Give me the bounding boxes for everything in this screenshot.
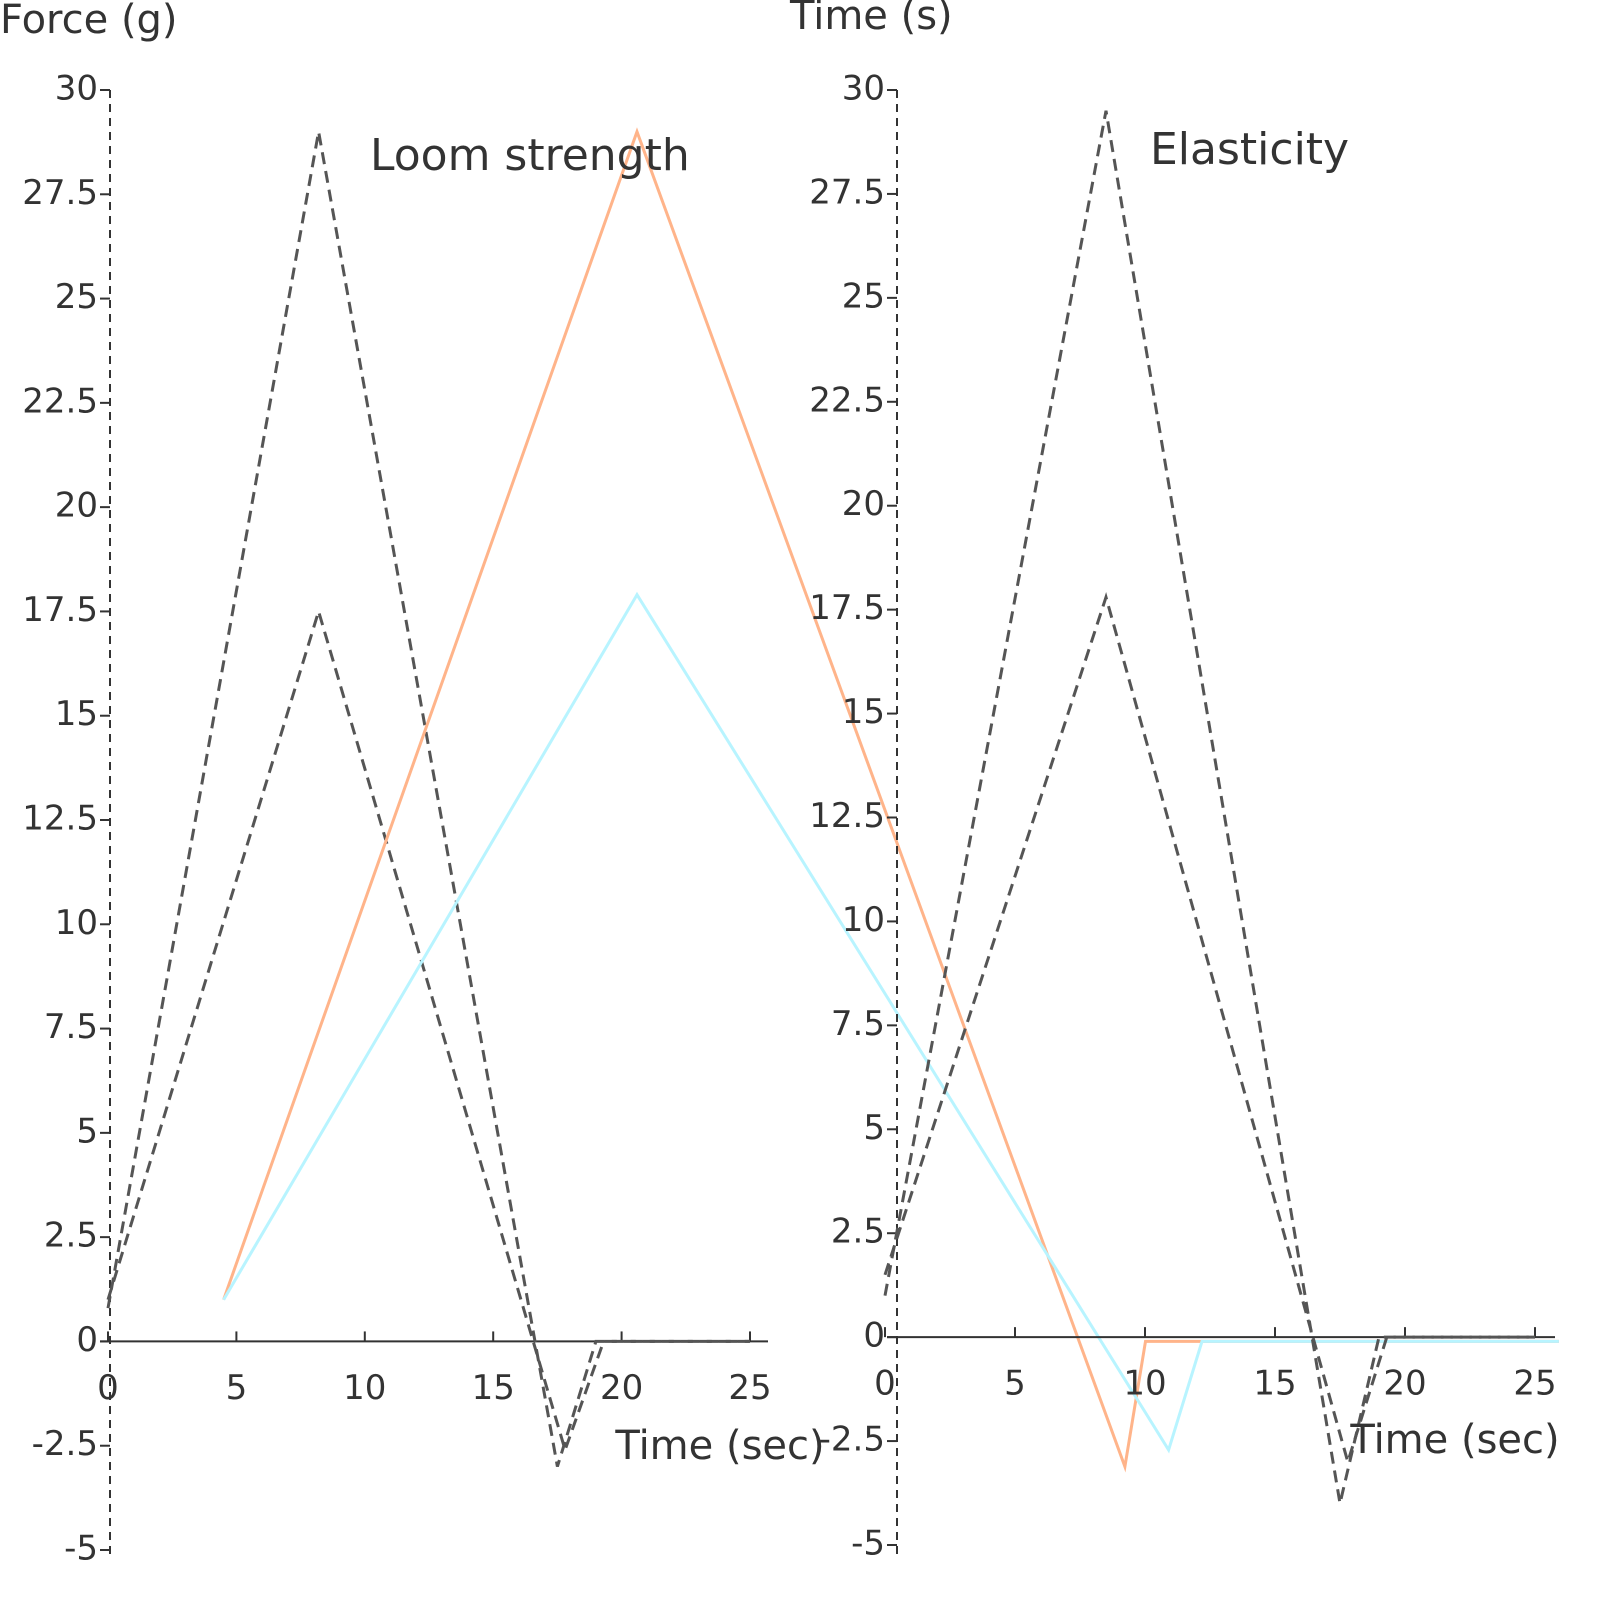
y-tick-label: 5 [863, 1108, 885, 1148]
y-tick-label: 0 [863, 1316, 885, 1356]
y-tick-label: 20 [55, 486, 98, 526]
y-tick-label: 12.5 [809, 796, 885, 836]
data-line [883, 592, 1535, 1468]
y-tick-label: 7.5 [831, 1004, 885, 1044]
x-tick-label: 20 [1383, 1364, 1426, 1404]
data-line [106, 606, 750, 1455]
y-tick-label: 10 [842, 900, 885, 940]
y-tick-label: 15 [55, 694, 98, 734]
x-tick-label: 5 [226, 1368, 248, 1408]
x-tick-label: 5 [1004, 1364, 1026, 1404]
data-line [106, 131, 750, 1468]
y-tick-label: 30 [842, 69, 885, 109]
x-tick-label: 25 [728, 1368, 771, 1408]
annotation: Loom strength [370, 130, 690, 181]
x-tick-label: 0 [97, 1368, 119, 1408]
x-tick-label: 10 [1123, 1364, 1166, 1404]
x-tick-label: 15 [1253, 1364, 1296, 1404]
y-tick-label: 27.5 [809, 172, 885, 212]
x-tick-label: 25 [1513, 1364, 1556, 1404]
x-tick-label: 10 [343, 1368, 386, 1408]
y-tick-label: 15 [842, 692, 885, 732]
y-tick-label: 17.5 [22, 590, 98, 630]
y-tick-label: 25 [55, 277, 98, 317]
x-tick-label: 15 [472, 1368, 515, 1408]
y-tick-label: 10 [55, 903, 98, 943]
y-tick-label: -2.5 [819, 1420, 885, 1460]
x-axis-title: Time (sec) [614, 1423, 824, 1469]
y-tick-label: -5 [851, 1524, 885, 1564]
y-axis-title: Force (g) [0, 0, 178, 43]
y-tick-label: 5 [76, 1111, 98, 1151]
annotation: Elasticity [1150, 124, 1349, 175]
y-tick-label: -5 [64, 1529, 98, 1569]
y-tick-label: -2.5 [32, 1424, 98, 1464]
x-tick-label: 0 [874, 1364, 896, 1404]
y-tick-label: 12.5 [22, 799, 98, 839]
y-tick-label: 7.5 [44, 1007, 98, 1047]
y-tick-label: 0 [76, 1320, 98, 1360]
y-axis-title: Time (s) [789, 0, 953, 39]
y-tick-label: 27.5 [22, 173, 98, 213]
x-tick-label: 20 [600, 1368, 643, 1408]
y-tick-label: 17.5 [809, 588, 885, 628]
y-tick-label: 25 [842, 276, 885, 316]
y-tick-label: 22.5 [22, 381, 98, 421]
y-tick-label: 22.5 [809, 380, 885, 420]
y-tick-label: 2.5 [44, 1216, 98, 1256]
y-tick-label: 2.5 [831, 1212, 885, 1252]
x-axis-title: Time (sec) [1349, 1417, 1559, 1463]
data-line [222, 591, 1559, 1454]
y-tick-label: 30 [55, 69, 98, 109]
y-tick-label: 20 [842, 484, 885, 524]
data-line [883, 110, 1535, 1504]
